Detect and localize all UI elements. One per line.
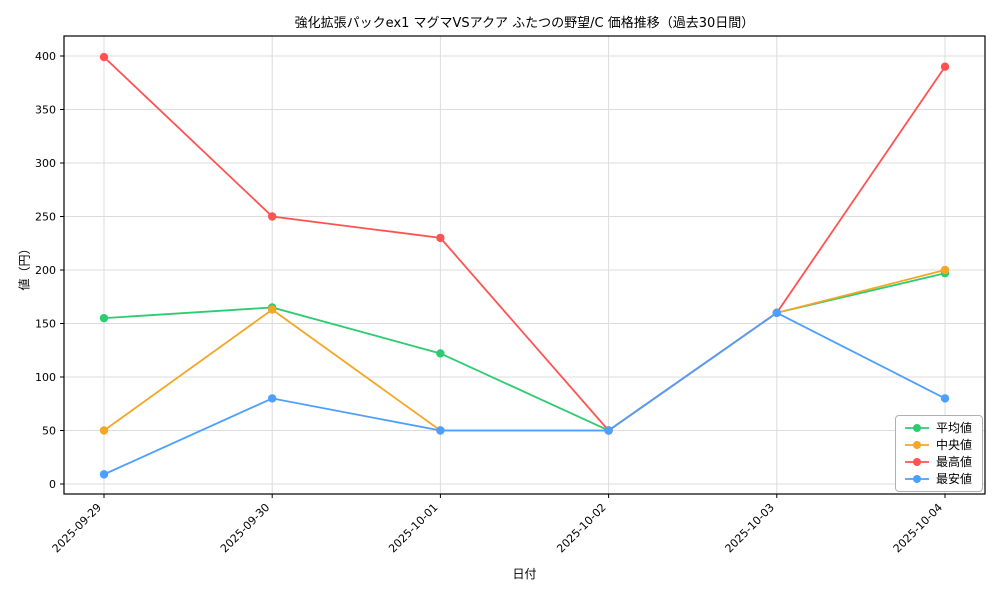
y-tick-label: 350 <box>35 104 56 117</box>
x-tick-label: 2025-10-04 <box>891 501 945 555</box>
legend-marker <box>904 458 929 466</box>
x-tick-label: 2025-10-03 <box>723 501 777 555</box>
legend-label: 中央値 <box>935 438 972 452</box>
data-point-marker <box>940 62 950 71</box>
chart-title: 強化拡張パックex1 マグマVSアクア ふたつの野望/C 価格推移（過去30日間… <box>294 16 755 31</box>
data-point-marker <box>940 265 950 275</box>
legend-label: 最安値 <box>935 472 972 486</box>
data-point-marker <box>436 349 445 358</box>
y-tick-label: 200 <box>35 264 56 277</box>
legend-label: 平均値 <box>935 421 972 435</box>
y-tick-label: 400 <box>35 50 56 63</box>
series-line <box>103 311 946 476</box>
x-tick-label: 2025-09-29 <box>50 501 104 555</box>
legend-label: 最高値 <box>935 455 972 469</box>
y-tick-label: 100 <box>35 371 56 384</box>
data-point-marker <box>99 426 109 435</box>
data-point-marker <box>772 308 781 317</box>
y-tick-label: 250 <box>35 211 56 224</box>
legend-marker <box>904 441 929 449</box>
y-tick-label: 300 <box>35 157 56 170</box>
data-point-marker <box>99 470 109 479</box>
legend-marker <box>904 475 929 483</box>
legend-item: 中央値 <box>904 438 972 452</box>
data-point-marker <box>99 313 109 323</box>
data-point-marker <box>99 52 109 62</box>
x-tick-label: 2025-09-30 <box>218 501 272 555</box>
x-tick-label: 2025-10-01 <box>386 501 440 555</box>
data-point-marker <box>268 394 277 403</box>
data-point-marker <box>268 212 277 221</box>
y-tick-label: 50 <box>42 425 56 438</box>
data-point-marker <box>436 233 445 243</box>
legend-item: 最安値 <box>904 472 972 486</box>
series-line <box>103 56 946 432</box>
y-tick-label: 150 <box>35 318 56 331</box>
data-point-marker <box>268 305 277 314</box>
legend-marker <box>904 424 929 432</box>
x-axis-label: 日付 <box>512 567 537 581</box>
legend-item: 平均値 <box>904 421 972 435</box>
data-point-marker <box>940 394 950 403</box>
series-line <box>103 269 946 432</box>
data-point-marker <box>604 426 613 435</box>
series-line <box>103 272 946 432</box>
data-point-marker <box>436 426 445 435</box>
x-tick-label: 2025-10-02 <box>554 501 608 555</box>
legend-item: 最高値 <box>904 455 972 469</box>
legend: 平均値中央値最高値最安値 <box>894 415 983 492</box>
y-tick-label: 0 <box>49 478 56 491</box>
